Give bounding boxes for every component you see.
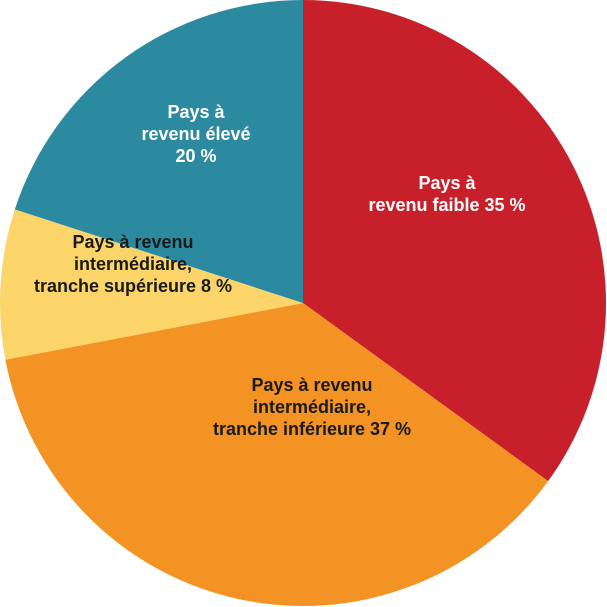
pie-slice-2 [0,209,304,360]
slice-label-2: Pays à revenu intermédiaire, tranche supér… [34,232,232,296]
pie-slice-3 [14,0,304,303]
slice-label-line: Pays à revenu [72,232,193,252]
labels-layer: Pays à revenu faible 35 %Pays à revenu int… [34,102,526,439]
slice-label-line: Pays à [167,102,225,122]
slice-label-line: intermédiaire, [253,397,371,417]
slice-label-line: Pays à [418,173,476,193]
slice-label-1: Pays à revenu intermédiaire, tranche infér… [213,375,411,439]
slice-label-line: Pays à revenu [251,375,372,395]
slice-label-line: tranche supérieure 8 % [34,276,232,296]
slice-label-line: revenu élevé [141,124,250,144]
slice-label-line: intermédiaire, [74,254,192,274]
slice-label-line: 20 % [175,146,216,166]
pie-slice-1 [5,303,549,606]
slice-label-line: tranche inférieure 37 % [213,419,411,439]
slice-label-line: revenu faible 35 % [368,195,525,215]
pie-slice-0 [303,0,606,482]
slice-label-0: Pays à revenu faible 35 % [368,173,525,215]
slice-label-3: Pays à revenu élevé 20 % [141,102,250,166]
